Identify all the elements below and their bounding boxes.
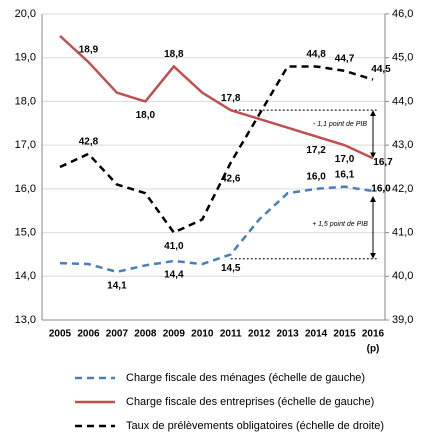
x-tick-label: 2012 (248, 329, 271, 340)
data-label: 41,0 (164, 241, 184, 252)
y2-tick-label: 46,0 (392, 8, 413, 20)
y-tick-label: 13,0 (15, 314, 36, 326)
x-tick-label: 2013 (277, 329, 300, 340)
y-tick-label: 19,0 (15, 52, 36, 64)
x-tick-label: 2007 (106, 329, 129, 340)
data-label: 17,2 (306, 145, 326, 156)
data-label: 44,8 (306, 49, 326, 60)
data-label: 14,5 (221, 263, 241, 274)
y-tick-label: 17,0 (15, 139, 36, 151)
data-label: 16,7 (373, 157, 393, 168)
data-label: 14,1 (107, 281, 127, 292)
y2-tick-label: 43,0 (392, 139, 413, 151)
annotation: + 1,5 point de PIB (312, 221, 368, 228)
data-label: 17,0 (335, 154, 355, 165)
data-label: 16,1 (335, 169, 355, 180)
y-tick-label: 20,0 (15, 8, 36, 20)
data-label: 17,8 (221, 93, 241, 104)
x-tick-label: 2008 (134, 329, 157, 340)
y-tick-label: 15,0 (15, 226, 36, 238)
x-tick-label: 2009 (163, 329, 186, 340)
series-line (59, 34, 374, 160)
data-label: 14,4 (164, 270, 184, 281)
annotation: - 1,1 point de PIB (313, 121, 367, 128)
y2-tick-label: 45,0 (392, 52, 413, 64)
legend-label: Charge fiscale des entreprises (échelle … (126, 396, 374, 408)
x-tick-label: 2015 (333, 329, 356, 340)
data-label: 42,6 (221, 173, 241, 184)
data-label: 16,0 (306, 171, 326, 182)
legend-label: Charge fiscale des ménages (échelle de g… (126, 372, 365, 384)
y-tick-label: 16,0 (15, 183, 36, 195)
y2-tick-label: 40,0 (392, 270, 413, 282)
series-line (59, 185, 374, 274)
data-label: 18,8 (164, 49, 184, 60)
y2-tick-label: 41,0 (392, 226, 413, 238)
x-tick-label: 2011 (220, 329, 242, 340)
x-tick-label: 2006 (77, 329, 100, 340)
x-tick-label: 2014 (305, 329, 328, 340)
series-line (59, 65, 374, 235)
data-label: 42,8 (79, 137, 99, 148)
data-label: 44,7 (335, 53, 355, 64)
data-label: 16,0 (371, 184, 391, 195)
data-label: 18,9 (79, 45, 99, 56)
data-label: 44,5 (371, 64, 391, 75)
y2-tick-label: 44,0 (392, 95, 413, 107)
x-tick-label: 2010 (191, 329, 214, 340)
x-tick-label: 2016 (362, 329, 385, 340)
data-label: 18,0 (136, 110, 156, 121)
y2-tick-label: 42,0 (392, 183, 413, 195)
y-tick-label: 14,0 (15, 270, 36, 282)
x-note: (p) (367, 344, 380, 355)
y2-tick-label: 39,0 (392, 314, 413, 326)
legend-label: Taux de prélèvements obligatoires (échel… (126, 420, 384, 432)
x-tick-label: 2005 (49, 329, 72, 340)
y-tick-label: 18,0 (15, 95, 36, 107)
